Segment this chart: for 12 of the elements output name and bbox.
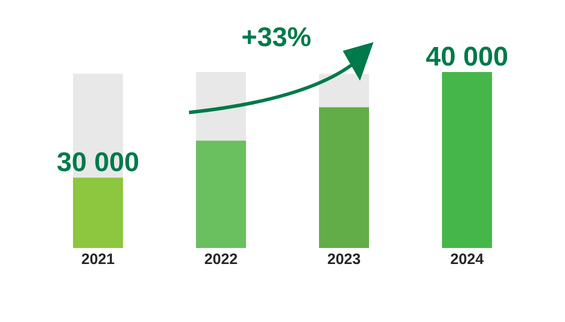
annotation: 40 000 <box>426 46 508 66</box>
bar <box>319 107 369 248</box>
x-tick-label: 2024 <box>450 254 484 264</box>
x-tick-label: 2022 <box>204 254 238 264</box>
text: +33% <box>242 27 311 46</box>
x-tick-label: 2021 <box>82 254 114 264</box>
bar <box>196 140 246 248</box>
x-tick-label: 2023 <box>328 254 360 264</box>
bar <box>442 72 492 248</box>
annotation: 30 000 <box>57 152 138 172</box>
bar <box>196 72 246 141</box>
bar <box>73 178 124 248</box>
